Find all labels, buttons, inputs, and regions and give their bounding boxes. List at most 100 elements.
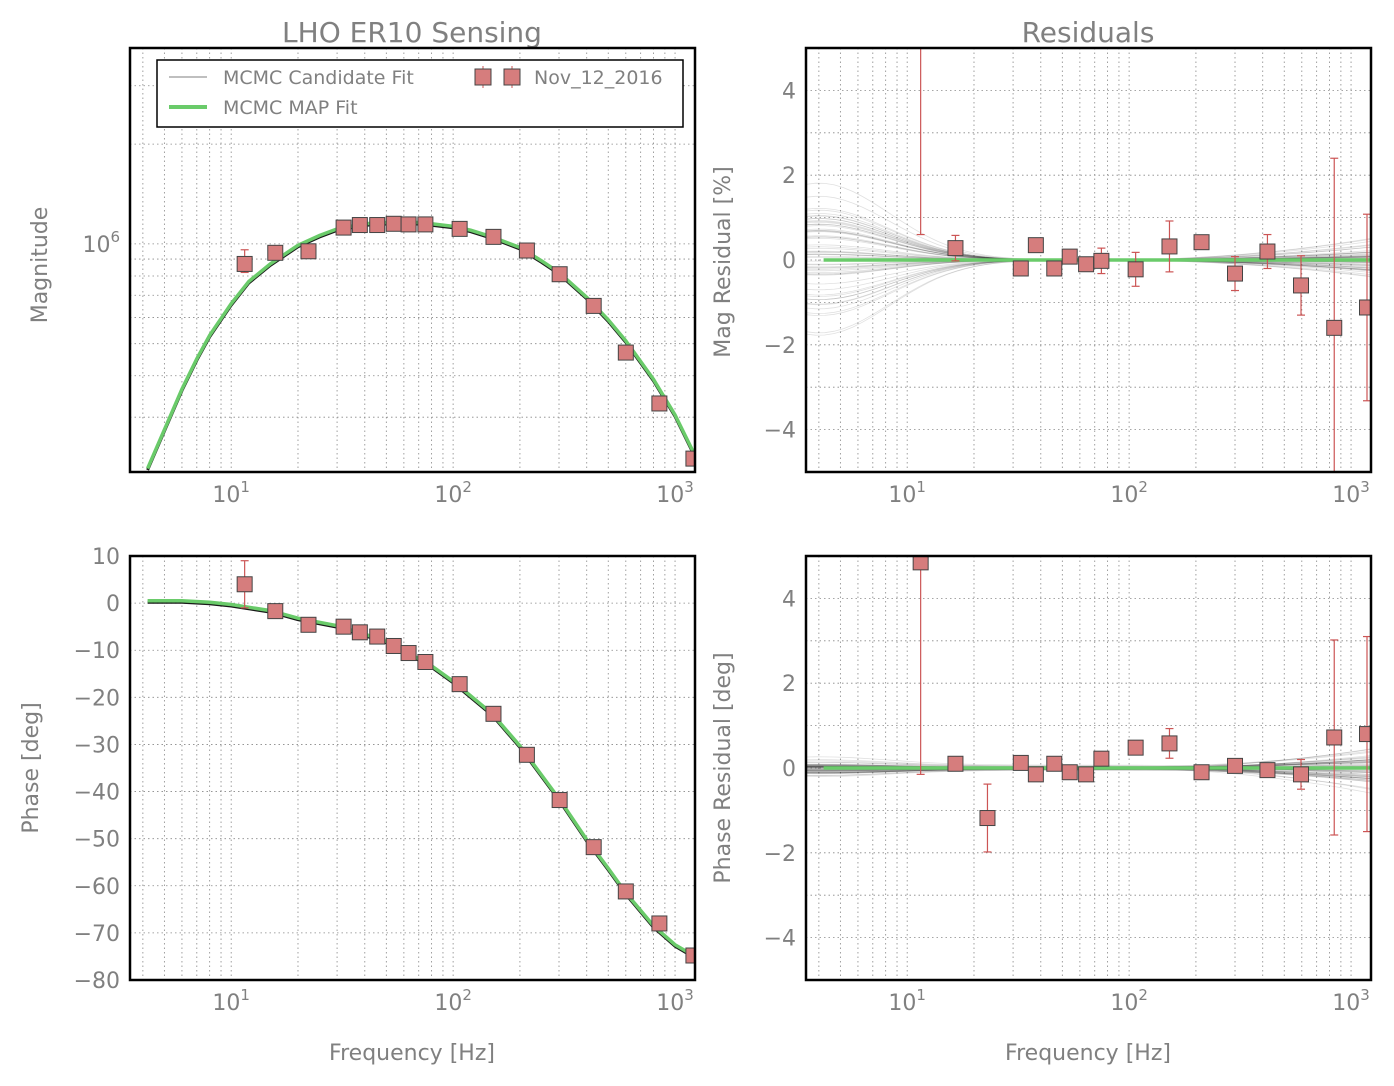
y-tick-label: 10 (92, 545, 120, 570)
y-tick-label: −80 (74, 969, 120, 994)
x-tick-label: 101 (888, 478, 926, 508)
data-point (651, 395, 668, 412)
data-point (400, 216, 417, 233)
data-point (1161, 238, 1178, 255)
y-tick-label: −4 (764, 927, 796, 952)
y-tick-label: −50 (74, 828, 120, 853)
y-tick-label: 4 (782, 79, 796, 104)
data-point (551, 266, 568, 283)
x-grid (142, 48, 676, 472)
data-point (1326, 319, 1343, 336)
data-point (417, 654, 434, 670)
data-point (1359, 299, 1371, 316)
legend-candidate-label: MCMC Candidate Fit (223, 67, 414, 89)
data-point (351, 624, 368, 641)
x-tick-label: 102 (1110, 478, 1148, 508)
y-tick-label: 0 (782, 757, 796, 782)
x-tick-label: 101 (212, 986, 250, 1016)
x-tick-label: 103 (1332, 478, 1370, 508)
data-point (617, 344, 634, 361)
data-point (551, 792, 568, 809)
y-tick-label: −60 (74, 875, 120, 900)
data-point (300, 616, 317, 633)
xlabel-phase-residual: Frequency [Hz] (1005, 1041, 1171, 1066)
data-point (1012, 754, 1029, 771)
axes-frame (804, 46, 1373, 474)
panel-magnitude: 101 102 103 106 (82, 46, 697, 508)
data-point (1259, 243, 1276, 260)
y-tick-label: −10 (74, 639, 120, 664)
data-point (947, 755, 964, 772)
data-point (385, 215, 402, 232)
data-point (1193, 234, 1210, 251)
y-tick-label: 0 (782, 249, 796, 274)
y-tick-label: −2 (764, 842, 796, 867)
data-point (335, 618, 352, 635)
legend-box (156, 59, 684, 128)
data-point (617, 883, 634, 900)
y-tick-label: −2 (764, 334, 796, 359)
x-tick-label: 103 (656, 986, 694, 1016)
legend-marker-1 (474, 68, 492, 86)
data-point (300, 243, 317, 260)
data-point (1027, 237, 1044, 254)
y-tick-label: −70 (74, 922, 120, 947)
data-point (385, 637, 402, 654)
title-right: Residuals (1022, 16, 1155, 49)
title-left: LHO ER10 Sensing (282, 16, 542, 49)
data-point (1259, 762, 1276, 779)
panel-phase: 101 102 103 10 0 −10 −20 −30 −40 −50 −60 −70 −80 (74, 545, 697, 1016)
data-point (1293, 766, 1310, 783)
panel-phase_residual: 101 102 103 4 2 0 −2 −4 (764, 554, 1373, 1016)
data-point (451, 220, 468, 237)
data-point (369, 217, 386, 234)
data-point (1127, 261, 1144, 278)
data-point (1227, 757, 1244, 774)
y-tick-label: 4 (782, 587, 796, 612)
data-point (1127, 739, 1144, 756)
panel-magnitude_residual: 101 102 103 4 2 0 −2 −4 (764, 46, 1373, 508)
data-point (1027, 766, 1044, 783)
legend-map-label: MCMC MAP Fit (223, 97, 358, 119)
axes-frame (804, 554, 1373, 982)
data-point (1078, 766, 1095, 783)
axes-frame (128, 554, 697, 982)
ylabel-phase-residual: Phase Residual [deg] (711, 652, 736, 883)
data-point (1093, 252, 1110, 269)
data-point (1227, 265, 1244, 282)
data-point (979, 810, 996, 827)
data-point (1161, 735, 1178, 752)
data-point (685, 947, 695, 964)
x-tick-label: 103 (1332, 986, 1370, 1016)
y-tick-label: −40 (74, 781, 120, 806)
data-series (912, 556, 1371, 853)
legend-marker-2 (503, 68, 521, 86)
data-point (485, 228, 502, 245)
data-point (267, 603, 284, 620)
data-point (351, 217, 368, 234)
x-tick-label: 101 (888, 986, 926, 1016)
data-point (1012, 260, 1029, 277)
data-point (518, 242, 535, 259)
data-point (236, 576, 253, 593)
data-point (267, 244, 284, 261)
data-point (518, 746, 535, 763)
x-tick-label: 102 (434, 986, 472, 1016)
data-point (1093, 750, 1110, 767)
candidate-fit-line (806, 760, 1371, 790)
data-point (369, 628, 386, 645)
data-point (947, 240, 964, 257)
y-tick-label: 2 (782, 672, 796, 697)
x-grid (142, 556, 676, 980)
y-tick-label: 106 (82, 228, 120, 258)
data-point (236, 255, 253, 272)
data-point (417, 216, 434, 233)
data-series (916, 48, 1371, 472)
legend: MCMC Candidate Fit MCMC MAP Fit Nov_12_2… (156, 59, 684, 128)
x-tick-label: 101 (212, 478, 250, 508)
data-point (335, 219, 352, 236)
x-tick-label: 102 (1110, 986, 1148, 1016)
data-series (236, 560, 695, 964)
